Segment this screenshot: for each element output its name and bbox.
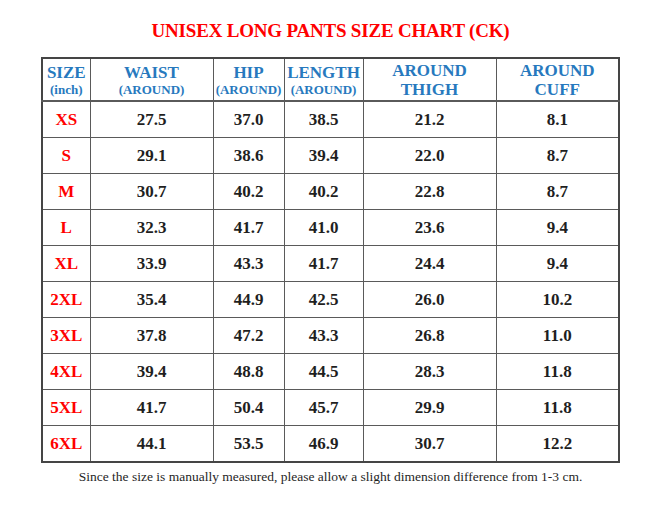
measurement-cell: 27.5 <box>90 101 213 138</box>
measurement-cell: 43.3 <box>284 318 363 354</box>
measurement-cell: 24.4 <box>363 246 496 282</box>
measurement-cell: 8.1 <box>496 101 619 138</box>
measurement-cell: 29.9 <box>363 390 496 426</box>
measurement-cell: 33.9 <box>90 246 213 282</box>
column-header-label: AROUND <box>364 61 496 80</box>
measurement-cell: 11.8 <box>496 390 619 426</box>
measurement-cell: 44.5 <box>284 354 363 390</box>
page-title: UNISEX LONG PANTS SIZE CHART (CK) <box>0 20 661 42</box>
measurement-cell: 26.0 <box>363 282 496 318</box>
column-header-sublabel: (AROUND) <box>91 82 213 97</box>
table-row-s: S 29.1 38.6 39.4 22.0 8.7 <box>42 138 619 174</box>
table-row-6xl: 6XL 44.1 53.5 46.9 30.7 12.2 <box>42 426 619 463</box>
table-row-2xl: 2XL 35.4 44.9 42.5 26.0 10.2 <box>42 282 619 318</box>
measurement-cell: 47.2 <box>213 318 284 354</box>
measurement-cell: 11.0 <box>496 318 619 354</box>
column-header-sublabel: THIGH <box>364 80 496 99</box>
column-header-label: AROUND <box>497 61 619 80</box>
measurement-cell: 53.5 <box>213 426 284 463</box>
column-header-size: SIZE (inch) <box>42 58 90 101</box>
column-header-sublabel: (AROUND) <box>214 82 284 97</box>
size-cell: 6XL <box>42 426 90 463</box>
measurement-cell: 41.7 <box>90 390 213 426</box>
measurement-cell: 42.5 <box>284 282 363 318</box>
measurement-cell: 23.6 <box>363 210 496 246</box>
measurement-cell: 30.7 <box>363 426 496 463</box>
size-cell: 2XL <box>42 282 90 318</box>
table-body: XS 27.5 37.0 38.5 21.2 8.1 S 29.1 38.6 3… <box>42 101 619 462</box>
measurement-cell: 8.7 <box>496 138 619 174</box>
measurement-cell: 44.1 <box>90 426 213 463</box>
header-row: SIZE (inch) WAIST (AROUND) HIP (AROUND) … <box>42 58 619 101</box>
table-header: SIZE (inch) WAIST (AROUND) HIP (AROUND) … <box>42 58 619 101</box>
size-cell: XS <box>42 101 90 138</box>
measurement-cell: 22.0 <box>363 138 496 174</box>
size-cell: XL <box>42 246 90 282</box>
column-header-length: LENGTH (AROUND) <box>284 58 363 101</box>
measurement-cell: 37.8 <box>90 318 213 354</box>
column-header-around-thigh: AROUND THIGH <box>363 58 496 101</box>
measurement-cell: 50.4 <box>213 390 284 426</box>
column-header-label: WAIST <box>91 63 213 82</box>
measurement-cell: 39.4 <box>90 354 213 390</box>
column-header-sublabel: (inch) <box>43 82 90 97</box>
measurement-cell: 8.7 <box>496 174 619 210</box>
measurement-cell: 10.2 <box>496 282 619 318</box>
measurement-cell: 35.4 <box>90 282 213 318</box>
measurement-cell: 44.9 <box>213 282 284 318</box>
table-row-3xl: 3XL 37.8 47.2 43.3 26.8 11.0 <box>42 318 619 354</box>
measurement-cell: 9.4 <box>496 210 619 246</box>
measurement-cell: 40.2 <box>284 174 363 210</box>
measurement-cell: 45.7 <box>284 390 363 426</box>
measurement-cell: 29.1 <box>90 138 213 174</box>
measurement-cell: 40.2 <box>213 174 284 210</box>
measurement-cell: 46.9 <box>284 426 363 463</box>
measurement-cell: 41.0 <box>284 210 363 246</box>
table-row-xs: XS 27.5 37.0 38.5 21.2 8.1 <box>42 101 619 138</box>
measurement-cell: 32.3 <box>90 210 213 246</box>
measurement-cell: 37.0 <box>213 101 284 138</box>
table-row-l: L 32.3 41.7 41.0 23.6 9.4 <box>42 210 619 246</box>
measurement-cell: 48.8 <box>213 354 284 390</box>
column-header-sublabel: CUFF <box>497 80 619 99</box>
column-header-waist: WAIST (AROUND) <box>90 58 213 101</box>
size-cell: 4XL <box>42 354 90 390</box>
size-cell: M <box>42 174 90 210</box>
column-header-label: SIZE <box>43 63 90 82</box>
measurement-cell: 21.2 <box>363 101 496 138</box>
table-row-4xl: 4XL 39.4 48.8 44.5 28.3 11.8 <box>42 354 619 390</box>
column-header-sublabel: (AROUND) <box>285 82 363 97</box>
size-chart-table: SIZE (inch) WAIST (AROUND) HIP (AROUND) … <box>41 57 620 463</box>
size-cell: L <box>42 210 90 246</box>
table-row-5xl: 5XL 41.7 50.4 45.7 29.9 11.8 <box>42 390 619 426</box>
measurement-cell: 41.7 <box>213 210 284 246</box>
measurement-cell: 41.7 <box>284 246 363 282</box>
measurement-cell: 38.5 <box>284 101 363 138</box>
measurement-cell: 12.2 <box>496 426 619 463</box>
column-header-around-cuff: AROUND CUFF <box>496 58 619 101</box>
table-row-xl: XL 33.9 43.3 41.7 24.4 9.4 <box>42 246 619 282</box>
measurement-cell: 43.3 <box>213 246 284 282</box>
size-cell: S <box>42 138 90 174</box>
measurement-cell: 28.3 <box>363 354 496 390</box>
size-cell: 3XL <box>42 318 90 354</box>
measurement-cell: 9.4 <box>496 246 619 282</box>
measurement-cell: 38.6 <box>213 138 284 174</box>
table-row-m: M 30.7 40.2 40.2 22.8 8.7 <box>42 174 619 210</box>
measurement-cell: 30.7 <box>90 174 213 210</box>
measurement-cell: 39.4 <box>284 138 363 174</box>
column-header-hip: HIP (AROUND) <box>213 58 284 101</box>
measurement-disclaimer: Since the size is manually measured, ple… <box>0 469 661 485</box>
measurement-cell: 26.8 <box>363 318 496 354</box>
column-header-label: HIP <box>214 63 284 82</box>
measurement-cell: 11.8 <box>496 354 619 390</box>
measurement-cell: 22.8 <box>363 174 496 210</box>
column-header-label: LENGTH <box>285 63 363 82</box>
size-cell: 5XL <box>42 390 90 426</box>
